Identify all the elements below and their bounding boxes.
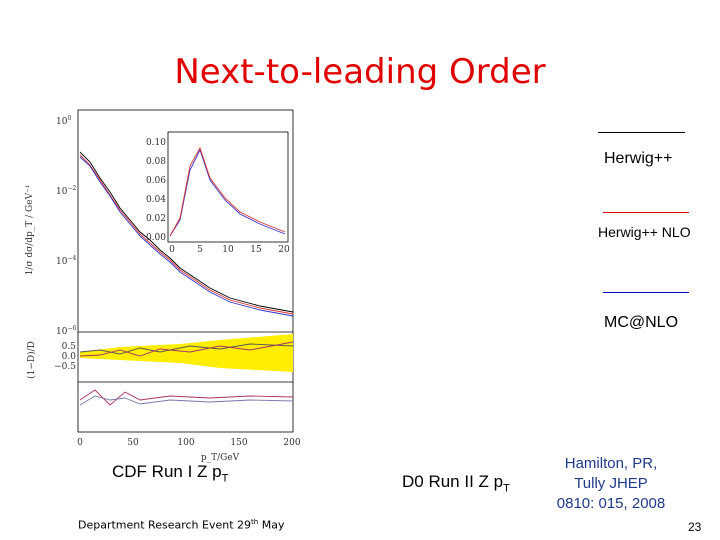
x-tick-label: 150 [230,438,247,448]
inset-x-tick-label: 0 [169,245,175,255]
inset-x-tick-label: 10 [222,245,234,255]
reference-line: Tully JHEP [574,475,648,492]
y-tick-label: 10−4 [56,255,76,267]
inset-curve [169,146,286,237]
legend-entry: Herwig++ NLO [598,224,691,240]
inset-x-tick-label: 5 [197,245,203,255]
tick-exp: −4 [67,255,76,262]
tick-exp: 0 [67,115,71,122]
caption-text: D0 Run II Z p [402,472,504,491]
y-tick-label: 10−2 [56,185,76,197]
page-number: 23 [688,520,702,534]
reference-line: Hamilton, PR, [564,455,658,472]
inset-x-tick-label: 15 [250,245,262,255]
tick-exp: −6 [67,325,76,332]
inset-y-tick-label: 0.02 [146,214,166,224]
inset-y-tick-label: 0.08 [146,157,166,167]
footer: Department Research Event 29th May [78,518,284,532]
inset-y-tick-label: 0.10 [146,138,166,148]
y-axis-label: 1/σ dσ/dp_T / GeV⁻¹ [25,185,35,276]
x-tick-label: 50 [127,438,139,448]
caption-sub: T [221,472,229,485]
ratio-curve [79,343,294,355]
ratio-y-tick-label: −0.5 [54,362,76,372]
y-tick-label: 100 [56,115,71,127]
reference-line: 0810: 015, 2008 [556,495,666,512]
curve [79,151,294,313]
footer-sup: th [251,518,259,526]
caption-sub: T [503,482,510,495]
inset-frame [167,131,289,243]
curve [79,156,294,317]
title: Next-to-leading Order [174,52,546,92]
y-tick-label: 10−6 [56,325,76,337]
figure: 10010−210−410−60.100.080.060.040.020.000… [25,109,301,463]
tick-exp: −2 [67,185,76,192]
legend-line [603,212,689,213]
ratio-y-tick-label: 0.5 [62,342,77,352]
legend-entry: MC@NLO [604,314,679,331]
legend-entry: Herwig++ [604,150,673,167]
tick-base: 10 [56,117,68,127]
inset-curve [169,148,286,237]
tick-base: 10 [56,257,68,267]
legend-line [603,292,689,293]
footer-text: Department Research Event 29 [78,518,252,532]
ratio-curve [79,341,294,357]
tick-base: 10 [56,187,68,197]
ratio-axis-label: (1−D)/D [26,341,37,379]
caption: D0 Run II Z pT [402,472,510,494]
legend-line [598,132,685,133]
caption-text: CDF Run I Z p [112,462,222,481]
inset-y-tick-label: 0.00 [146,233,166,243]
ratio-curve [79,389,294,406]
tick-base: 10 [56,327,68,337]
footer-tail: May [258,518,285,532]
reference: Hamilton, PR, Tully JHEP 0810: 015, 2008 [546,454,676,514]
inset-y-tick-label: 0.06 [146,176,166,186]
x-tick-label: 100 [177,438,194,448]
inset-y-tick-label: 0.04 [146,195,166,205]
ratio-y-tick-label: 0.0 [62,352,77,362]
caption: CDF Run I Z pT [112,462,228,484]
inset-x-tick-label: 20 [278,245,290,255]
x-tick-label: 200 [283,438,300,448]
x-tick-label: 0 [77,438,83,448]
x-axis-label: p_T/GeV [201,453,240,463]
frame [77,109,294,433]
ratio-curve [79,395,294,406]
curve [79,154,294,315]
uncertainty-band [80,334,293,372]
